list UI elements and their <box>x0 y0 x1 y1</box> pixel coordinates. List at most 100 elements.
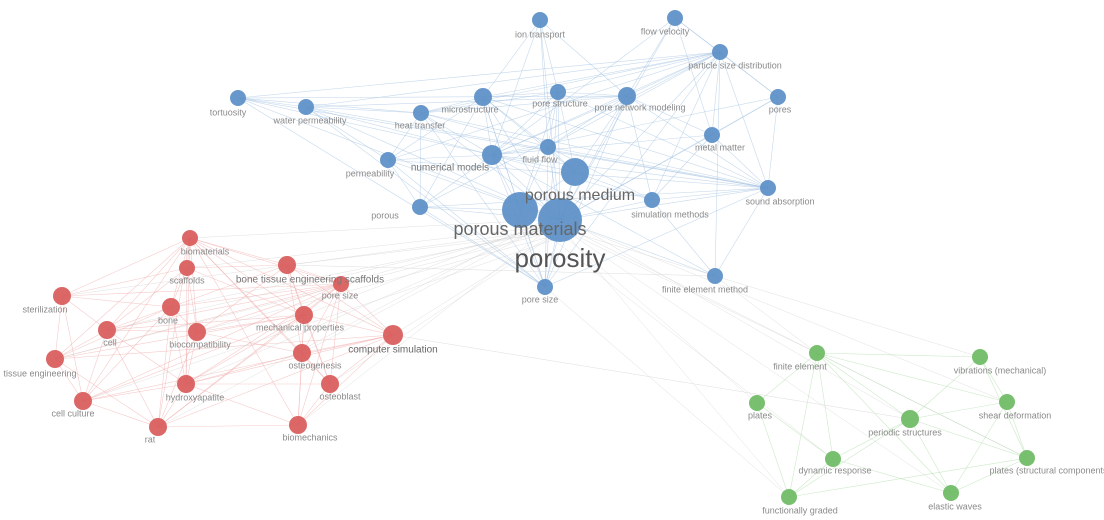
node-label: porous <box>371 210 399 220</box>
edge <box>559 95 628 221</box>
edge <box>816 352 981 358</box>
node-label: tortuosity <box>210 107 247 117</box>
edge <box>816 352 834 460</box>
edge <box>106 225 561 331</box>
node <box>1019 450 1035 466</box>
edge <box>170 306 187 385</box>
node-label: pore structure <box>532 98 588 108</box>
edge <box>557 91 769 189</box>
edge <box>189 237 198 333</box>
node <box>532 12 548 28</box>
node-label: biomechanics <box>282 432 338 442</box>
edge <box>909 401 1008 420</box>
edge <box>186 264 288 269</box>
node-label: numerical models <box>411 163 489 174</box>
edge <box>106 267 188 331</box>
node-label: porosity <box>514 243 605 273</box>
edge <box>557 51 721 93</box>
edge <box>106 329 159 428</box>
edge <box>185 314 305 385</box>
edge <box>559 51 721 221</box>
edge <box>420 112 561 221</box>
node <box>537 279 553 295</box>
node <box>809 345 825 361</box>
edge <box>392 219 577 336</box>
node <box>943 485 959 501</box>
edge <box>626 95 653 201</box>
edge <box>651 134 713 201</box>
edge <box>301 225 545 354</box>
edge <box>106 306 172 331</box>
edge <box>491 19 541 156</box>
edge <box>711 134 769 189</box>
edge <box>157 306 172 428</box>
edge <box>106 283 342 331</box>
edge <box>420 112 493 156</box>
edge <box>651 51 721 201</box>
node-label: bone tissue engineering scaffolds <box>236 275 384 286</box>
edge <box>626 95 713 136</box>
edge <box>909 418 952 494</box>
edge <box>305 106 769 189</box>
edge <box>420 112 549 148</box>
edge <box>170 264 288 308</box>
edge <box>543 231 834 460</box>
edge <box>305 95 628 108</box>
edge <box>1006 401 1028 459</box>
node <box>293 344 311 362</box>
edge <box>387 154 493 161</box>
node <box>412 199 428 215</box>
edge <box>82 329 108 402</box>
node-label: sound absorption <box>745 196 814 206</box>
edge <box>557 91 628 97</box>
node <box>98 321 116 339</box>
edge <box>82 314 305 402</box>
node <box>781 489 797 505</box>
edge <box>387 159 546 288</box>
node-label: pore size <box>522 294 559 304</box>
node-label: cell culture <box>51 408 94 418</box>
edge <box>185 219 561 385</box>
edge <box>286 231 561 266</box>
edge <box>170 231 545 308</box>
edge <box>482 91 559 98</box>
node <box>749 395 765 411</box>
node <box>770 89 786 105</box>
edge <box>574 95 628 173</box>
edge <box>237 97 546 288</box>
node-label: hydroxyapatite <box>166 392 225 402</box>
edge <box>816 352 911 420</box>
edge <box>547 146 769 189</box>
edge <box>544 95 628 288</box>
edge <box>186 267 305 316</box>
edge <box>419 187 769 208</box>
node-label: biocompatibility <box>169 339 231 349</box>
edge <box>196 231 569 333</box>
edge <box>559 225 790 498</box>
node <box>825 451 841 467</box>
node <box>644 192 660 208</box>
edge <box>950 401 1008 494</box>
edge <box>491 154 769 189</box>
node-label: elastic waves <box>928 501 982 511</box>
node <box>162 298 180 316</box>
node <box>760 180 776 196</box>
edge <box>387 159 421 208</box>
edge <box>170 283 342 308</box>
node-label: vibrations (mechanical) <box>954 365 1047 375</box>
edge <box>54 237 191 360</box>
edge <box>196 331 303 354</box>
node <box>333 276 349 292</box>
edge <box>61 295 108 331</box>
node-label: porous materials <box>453 219 586 239</box>
node-label: pore size <box>322 290 359 300</box>
node <box>149 418 167 436</box>
edge <box>674 17 713 136</box>
edge <box>297 334 394 426</box>
edge <box>185 352 303 385</box>
node-label: water permeability <box>272 115 347 125</box>
edge <box>305 106 389 161</box>
node <box>972 349 988 365</box>
edge <box>303 219 553 316</box>
